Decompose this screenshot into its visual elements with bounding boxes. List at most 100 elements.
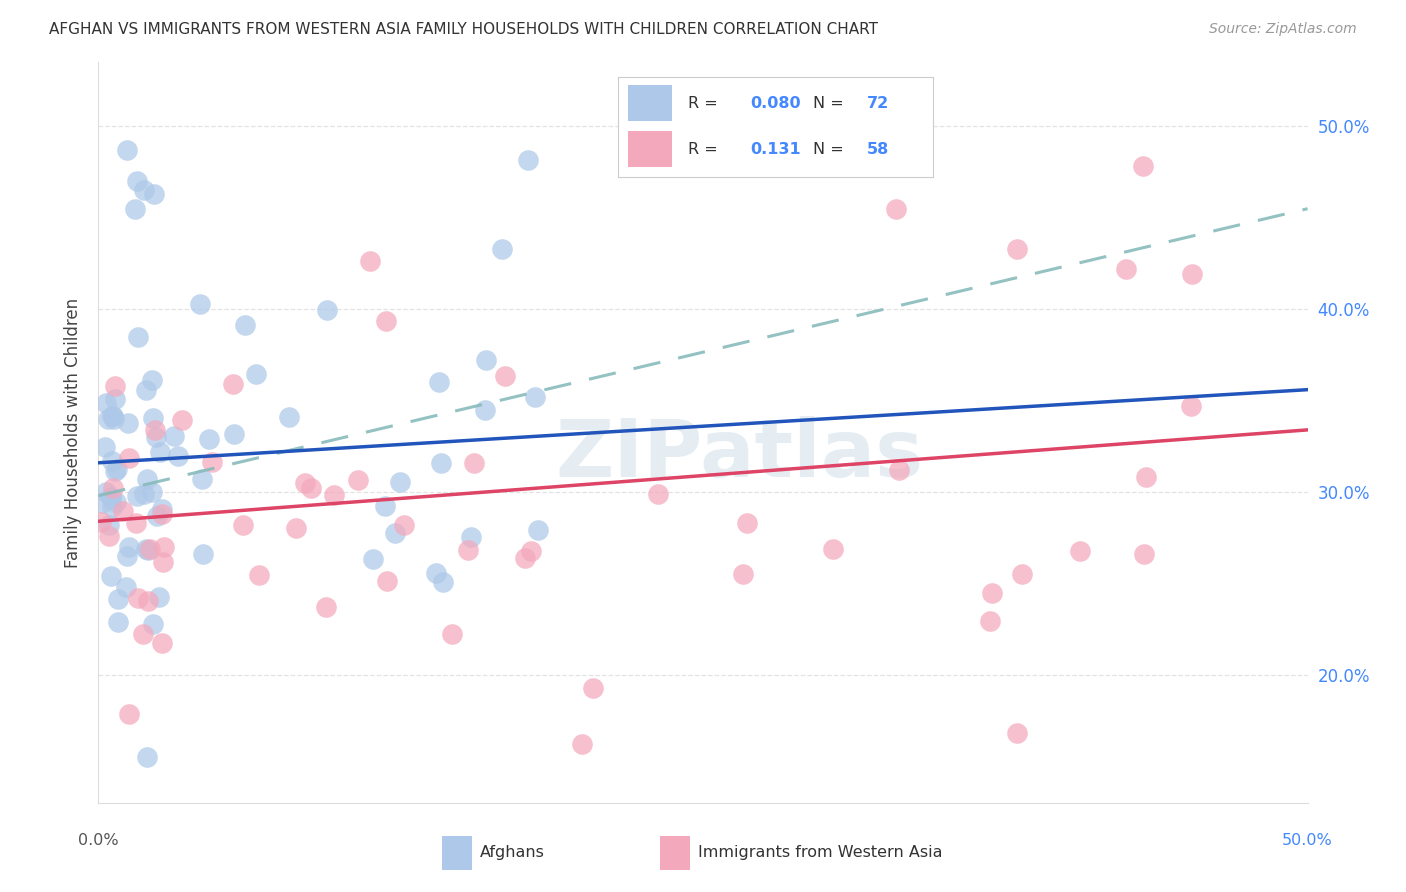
Point bbox=[191, 547, 214, 561]
Point bbox=[170, 412, 193, 426]
Point bbox=[201, 454, 224, 468]
Point bbox=[115, 580, 138, 594]
Point bbox=[118, 706, 141, 721]
Point bbox=[524, 390, 547, 404]
Point bbox=[117, 416, 139, 430]
Point bbox=[392, 518, 415, 533]
Point bbox=[90, 515, 112, 529]
Point bbox=[384, 525, 406, 540]
Point bbox=[277, 410, 299, 425]
Point bbox=[1135, 470, 1157, 484]
Point bbox=[299, 482, 322, 496]
Point bbox=[142, 411, 165, 425]
Point bbox=[145, 430, 167, 444]
Point bbox=[491, 242, 513, 256]
Point bbox=[821, 542, 844, 557]
Point bbox=[153, 541, 176, 555]
Point bbox=[1181, 267, 1204, 281]
Point bbox=[141, 484, 163, 499]
Point bbox=[582, 681, 605, 695]
Point bbox=[1133, 547, 1156, 561]
Point bbox=[148, 590, 170, 604]
Point bbox=[517, 153, 540, 167]
Point bbox=[127, 174, 149, 188]
Point bbox=[1005, 243, 1028, 257]
Point bbox=[143, 423, 166, 437]
Point bbox=[152, 556, 174, 570]
Point bbox=[347, 473, 370, 487]
Point bbox=[1011, 566, 1033, 581]
Point bbox=[980, 586, 1002, 600]
Point bbox=[515, 551, 537, 566]
Point bbox=[105, 462, 128, 476]
Point bbox=[107, 615, 129, 629]
Point bbox=[150, 635, 173, 649]
Point bbox=[374, 500, 396, 514]
Text: 0.0%: 0.0% bbox=[79, 833, 118, 848]
Point bbox=[115, 549, 138, 563]
Point bbox=[474, 402, 496, 417]
Point bbox=[139, 542, 162, 557]
Point bbox=[247, 568, 270, 582]
Text: 50.0%: 50.0% bbox=[1282, 833, 1333, 848]
Point bbox=[97, 411, 120, 425]
Point bbox=[105, 495, 128, 509]
Point bbox=[1180, 399, 1202, 413]
Point bbox=[103, 412, 125, 426]
Point bbox=[430, 456, 453, 470]
Point bbox=[97, 518, 120, 533]
Point bbox=[94, 440, 117, 454]
Point bbox=[232, 518, 254, 533]
Point bbox=[135, 750, 157, 764]
Point bbox=[1132, 159, 1154, 173]
Point bbox=[432, 574, 454, 589]
Point bbox=[886, 202, 908, 216]
Text: ZIPatlas: ZIPatlas bbox=[555, 416, 924, 494]
Point bbox=[101, 454, 124, 468]
Point bbox=[107, 592, 129, 607]
Point bbox=[191, 472, 214, 486]
Point bbox=[132, 487, 155, 501]
Text: Source: ZipAtlas.com: Source: ZipAtlas.com bbox=[1209, 22, 1357, 37]
Point bbox=[526, 523, 548, 537]
Point bbox=[389, 475, 412, 489]
Point bbox=[520, 543, 543, 558]
Point bbox=[100, 568, 122, 582]
Point bbox=[100, 491, 122, 506]
Point bbox=[284, 521, 307, 535]
Point bbox=[96, 484, 118, 499]
Point bbox=[125, 490, 148, 504]
Point bbox=[460, 530, 482, 544]
Point bbox=[1007, 726, 1029, 740]
Point bbox=[142, 616, 165, 631]
Point bbox=[979, 614, 1001, 628]
Point bbox=[427, 375, 450, 389]
Point bbox=[101, 409, 124, 423]
Point bbox=[141, 373, 163, 387]
Point bbox=[135, 383, 157, 397]
Point bbox=[425, 566, 447, 581]
Point bbox=[136, 594, 159, 608]
Point bbox=[475, 352, 498, 367]
Point bbox=[359, 254, 381, 268]
Point bbox=[143, 187, 166, 202]
Point bbox=[463, 456, 485, 470]
Point bbox=[889, 463, 911, 477]
Point bbox=[135, 541, 157, 556]
Point bbox=[118, 540, 141, 554]
Point bbox=[163, 429, 186, 443]
Point bbox=[647, 487, 669, 501]
Point bbox=[104, 392, 127, 406]
Point bbox=[124, 202, 146, 216]
Point bbox=[323, 488, 346, 502]
Text: AFGHAN VS IMMIGRANTS FROM WESTERN ASIA FAMILY HOUSEHOLDS WITH CHILDREN CORRELATI: AFGHAN VS IMMIGRANTS FROM WESTERN ASIA F… bbox=[49, 22, 879, 37]
Point bbox=[125, 516, 148, 530]
Point bbox=[375, 574, 398, 588]
Point bbox=[100, 490, 122, 504]
Point bbox=[101, 500, 124, 514]
Point bbox=[103, 409, 125, 424]
Point bbox=[233, 318, 256, 332]
Point bbox=[101, 481, 124, 495]
Point bbox=[94, 396, 117, 410]
Point bbox=[224, 426, 246, 441]
